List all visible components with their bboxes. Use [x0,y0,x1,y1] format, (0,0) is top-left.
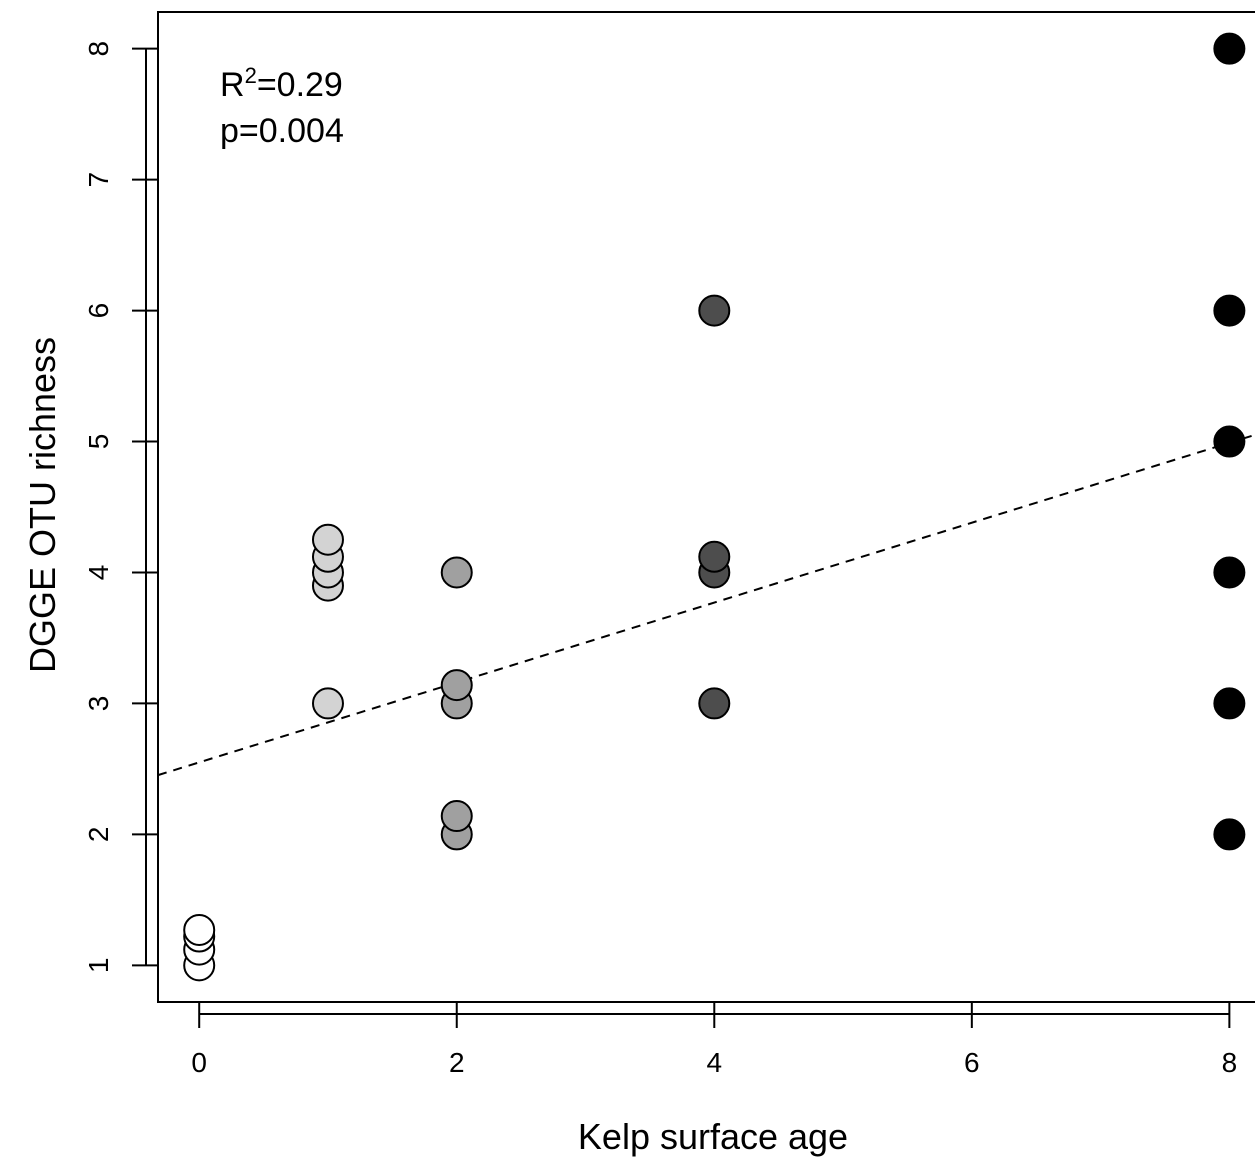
data-point [1213,32,1246,65]
y-tick-label: 8 [83,41,114,57]
y-tick-label: 6 [83,303,114,319]
data-point [440,556,473,589]
plot-frame [157,11,1255,1003]
data-point [698,294,731,327]
p-value-annotation: p=0.004 [220,112,344,150]
x-tick-label: 8 [1222,1047,1238,1078]
data-point [1213,818,1246,851]
x-tick-label: 6 [964,1047,980,1078]
regression-line [157,433,1255,777]
r2-annotation: R2=0.29 [220,63,343,104]
y-tick-label: 5 [83,434,114,450]
x-tick-label: 2 [449,1047,465,1078]
data-point [698,687,731,720]
x-tick-label: 0 [191,1047,207,1078]
data-point [311,523,344,556]
y-tick-label: 1 [83,958,114,974]
data-point [1213,556,1246,589]
y-tick-label: 7 [83,172,114,188]
data-point [1213,687,1246,720]
data-point [183,913,216,946]
y-tick-label: 4 [83,565,114,581]
y-axis-label: DGGE OTU richness [22,337,63,673]
data-point [1213,294,1246,327]
data-point [440,669,473,702]
data-point [1213,425,1246,458]
data-point [440,800,473,833]
data-point [698,540,731,573]
x-axis-label: Kelp surface age [578,1116,848,1157]
y-tick-label: 2 [83,827,114,843]
y-tick-label: 3 [83,696,114,712]
data-point [311,687,344,720]
x-tick-label: 4 [706,1047,722,1078]
